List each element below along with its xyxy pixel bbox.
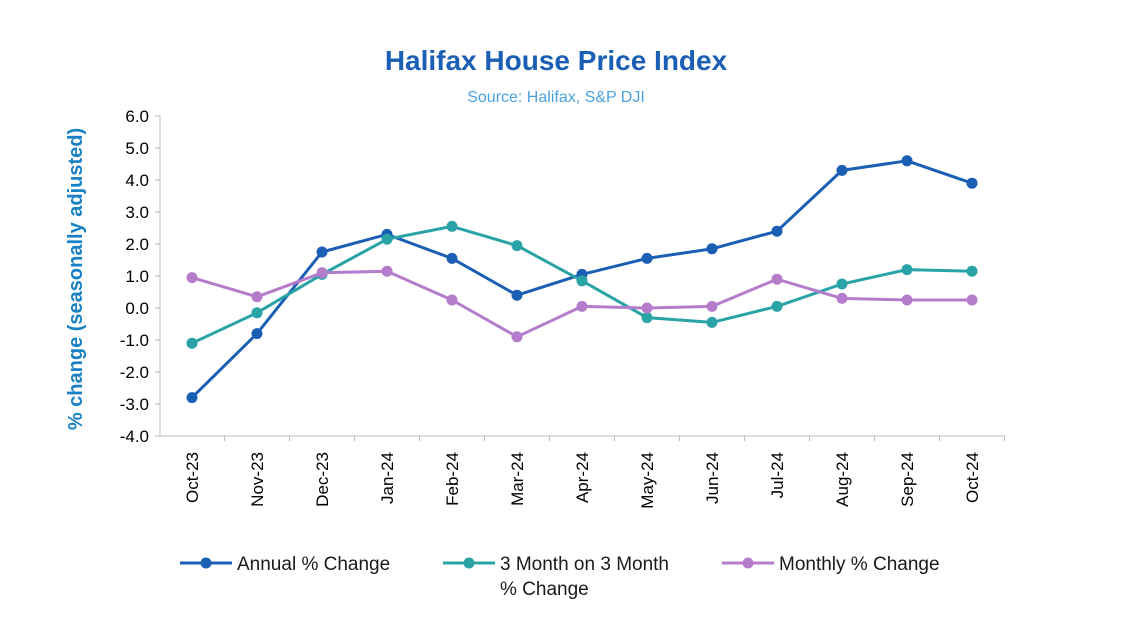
data-point	[446, 252, 458, 264]
x-tick-label: Nov-23	[248, 452, 267, 507]
data-point	[771, 300, 783, 312]
plot-area	[186, 155, 978, 404]
legend-marker	[742, 557, 754, 569]
data-point	[381, 265, 393, 277]
legend-item-1: Annual % Change	[180, 554, 390, 575]
x-tick-label: Jan-24	[378, 452, 397, 504]
data-point	[511, 240, 523, 252]
data-point	[576, 300, 588, 312]
y-tick-label: 6.0	[125, 107, 149, 126]
x-axis-ticks: Oct-23 Nov-23 Dec-23 Jan-24 Feb-24 Mar-24 Apr-…	[183, 436, 1005, 509]
data-point	[901, 294, 913, 306]
x-tick-label: Jul-24	[768, 452, 787, 498]
data-point	[251, 291, 263, 303]
legend-marker	[200, 557, 212, 569]
y-tick-label: -4.0	[120, 427, 149, 446]
legend-item-3: Monthly % Change	[722, 554, 940, 575]
data-point	[446, 294, 458, 306]
data-point	[836, 292, 848, 304]
data-point	[901, 155, 913, 167]
x-tick-label: Oct-23	[183, 452, 202, 503]
legend-label: Monthly % Change	[779, 554, 940, 575]
data-point	[966, 265, 978, 277]
y-tick-label: 3.0	[125, 203, 149, 222]
series-3	[186, 265, 978, 343]
data-point	[706, 316, 718, 328]
y-tick-label: 1.0	[125, 267, 149, 286]
data-point	[836, 164, 848, 176]
data-point	[251, 307, 263, 319]
x-tick-label: Aug-24	[833, 452, 852, 507]
x-tick-label: Mar-24	[508, 452, 527, 506]
y-tick-label: -2.0	[120, 363, 149, 382]
x-tick-label: Jun-24	[703, 452, 722, 504]
chart-title: Halifax House Price Index	[385, 45, 728, 76]
data-point	[186, 392, 198, 404]
data-point	[771, 225, 783, 237]
data-point	[251, 328, 263, 340]
y-tick-label: 4.0	[125, 171, 149, 190]
legend-label: Annual % Change	[237, 554, 390, 575]
legend-marker	[463, 557, 475, 569]
data-point	[576, 275, 588, 287]
data-point	[511, 331, 523, 343]
data-point	[186, 272, 198, 284]
y-tick-label: 5.0	[125, 139, 149, 158]
legend-item-2: 3 Month on 3 Month % Change	[443, 554, 669, 600]
x-tick-label: Feb-24	[443, 452, 462, 506]
legend-label: % Change	[500, 579, 589, 600]
y-axis-ticks: 6.0 5.0 4.0 3.0 2.0 1.0 0.0 -1.0 -2.0 -3.0 -4.0	[120, 107, 160, 446]
data-point	[706, 300, 718, 312]
y-axis-label: % change (seasonally adjusted)	[65, 128, 87, 430]
data-point	[446, 220, 458, 232]
data-point	[641, 252, 653, 264]
y-tick-label: 0.0	[125, 299, 149, 318]
data-point	[771, 273, 783, 285]
data-point	[836, 278, 848, 290]
data-point	[706, 243, 718, 255]
series-1	[186, 155, 978, 404]
x-tick-label: May-24	[638, 452, 657, 509]
data-point	[641, 312, 653, 324]
x-tick-label: Oct-24	[963, 452, 982, 503]
legend: Annual % Change 3 Month on 3 Month % Chang…	[180, 554, 940, 600]
chart-subtitle: Source: Halifax, S&P DJI	[467, 89, 645, 106]
y-tick-label: 2.0	[125, 235, 149, 254]
data-point	[966, 294, 978, 306]
x-tick-label: Dec-23	[313, 452, 332, 507]
x-tick-label: Apr-24	[573, 452, 592, 503]
data-point	[511, 289, 523, 301]
data-point	[316, 267, 328, 279]
y-tick-label: -1.0	[120, 331, 149, 350]
legend-label: 3 Month on 3 Month	[500, 554, 669, 575]
series-2	[186, 220, 978, 349]
data-point	[966, 177, 978, 189]
x-tick-label: Sep-24	[898, 452, 917, 507]
data-point	[901, 264, 913, 276]
y-tick-label: -3.0	[120, 395, 149, 414]
data-point	[641, 302, 653, 314]
data-point	[186, 337, 198, 349]
data-point	[316, 246, 328, 258]
data-point	[381, 233, 393, 245]
